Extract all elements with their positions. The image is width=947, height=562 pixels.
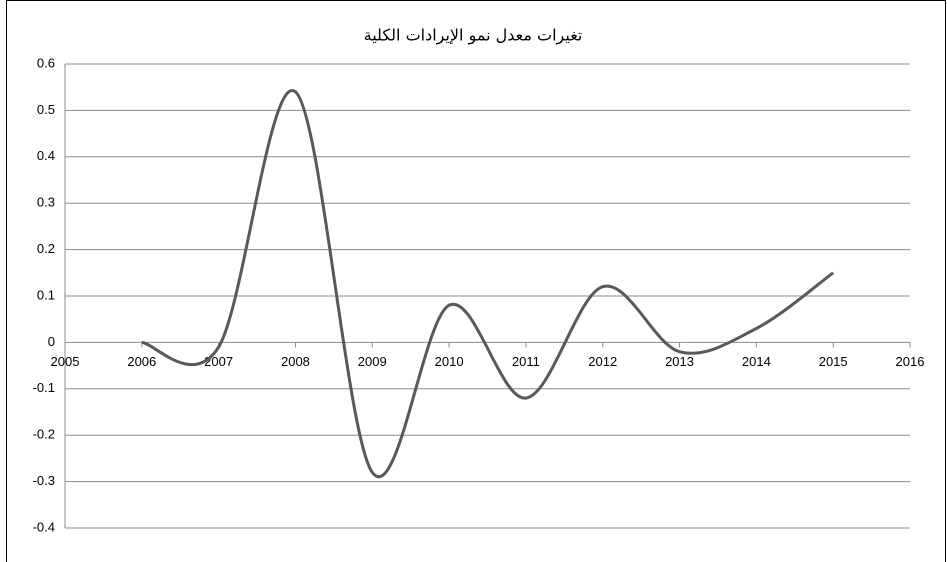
x-tick-label: 2016 [896, 354, 925, 369]
y-tick-label: -0.3 [33, 473, 55, 488]
x-tick-label: 2012 [588, 354, 617, 369]
y-tick-label: 0 [48, 334, 55, 349]
y-tick-label: 0.4 [37, 148, 55, 163]
chart-border [6, 0, 946, 562]
x-tick-label: 2007 [204, 354, 233, 369]
x-tick-label: 2005 [51, 354, 80, 369]
y-tick-label: 0.2 [37, 241, 55, 256]
x-tick-label: 2008 [281, 354, 310, 369]
y-tick-label: 0.1 [37, 287, 55, 302]
y-tick-label: -0.1 [33, 380, 55, 395]
x-tick-label: 2014 [742, 354, 771, 369]
y-tick-label: 0.6 [37, 55, 55, 70]
y-tick-label: 0.5 [37, 102, 55, 117]
x-tick-label: 2009 [358, 354, 387, 369]
x-tick-label: 2006 [127, 354, 156, 369]
x-tick-label: 2010 [435, 354, 464, 369]
y-tick-label: 0.3 [37, 195, 55, 210]
y-tick-label: -0.2 [33, 427, 55, 442]
x-tick-label: 2015 [819, 354, 848, 369]
x-tick-label: 2013 [665, 354, 694, 369]
x-tick-label: 2011 [512, 354, 540, 369]
line-series [141, 89, 835, 478]
y-tick-label: -0.4 [33, 519, 55, 534]
chart-title: تغيرات معدل نمو الإيرادات الكلية [364, 26, 583, 46]
